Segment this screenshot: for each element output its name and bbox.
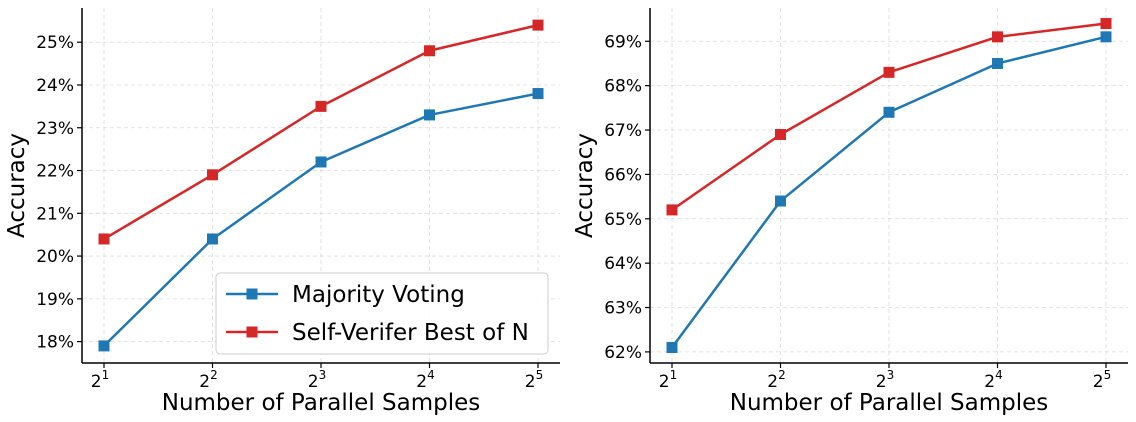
x-tick-label: 25 [1093,368,1111,392]
data-point [424,109,435,121]
x-tick-label: 21 [91,368,109,392]
data-point [315,100,327,112]
chart-panel-1: 18% 19% 20% 21% 22% 23% 24% 25% 21 22 23 24 25 Number… [4,8,560,416]
y-tick-label: 18% [36,333,74,353]
y-tick-label: 65% [604,210,642,230]
data-point [207,233,218,245]
data-point [883,106,895,118]
y-tick-label: 66% [604,165,642,185]
y-tick-label: 62% [604,343,642,363]
x-tick-label: 23 [876,368,894,392]
data-point [532,88,544,100]
data-point [424,45,435,57]
x-tick-label: 25 [525,368,543,392]
legend-box [215,272,549,355]
y-tick-label: 19% [36,290,74,310]
y-tick-label: 64% [604,254,642,274]
data-point [1100,31,1112,43]
x-tick-label: 21 [659,368,677,392]
y-tick-label: 68% [604,77,642,97]
y-axis-label: Accuracy [4,133,30,238]
legend-label: Majority Voting [292,282,465,308]
x-tick-label: 22 [199,368,217,392]
y-tick-label: 21% [36,204,74,224]
data-point [315,156,327,168]
data-point [775,195,786,207]
data-point [992,57,1003,69]
legend-marker [246,288,258,300]
x-tick-label: 24 [984,368,1002,392]
data-point [1100,18,1112,30]
legend-marker [246,326,258,338]
x-axis-label: Number of Parallel Samples [730,390,1049,416]
y-tick-label: 67% [604,121,642,141]
data-point [98,340,110,352]
data-point [666,204,678,216]
y-tick-label: 22% [36,162,74,182]
legend: Majority Voting Self-Verifer Best of N [215,272,549,355]
legend-label: Self-Verifer Best of N [292,320,529,346]
data-point [775,128,786,140]
y-axis-label: Accuracy [572,133,598,238]
data-point [883,66,895,78]
data-point [207,169,218,181]
y-tick-label: 63% [604,299,642,319]
data-point [992,31,1003,43]
x-tick-label: 22 [767,368,785,392]
x-axis-label: Number of Parallel Samples [162,390,481,416]
y-tick-label: 20% [36,247,74,267]
data-point [666,341,678,353]
y-tick-label: 69% [604,32,642,52]
data-point [98,233,110,245]
chart-panel-2: 62% 63% 64% 65% 66% 67% 68% 69% 21 22 23 24 25 Number… [572,8,1128,416]
x-tick-label: 24 [416,368,434,392]
data-point [532,19,544,31]
x-tick-label: 23 [308,368,326,392]
y-tick-label: 23% [36,119,74,139]
y-tick-label: 25% [36,33,74,53]
y-tick-label: 24% [36,76,74,96]
